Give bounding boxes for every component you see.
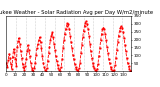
Title: Milwaukee Weather - Solar Radiation Avg per Day W/m2/minute: Milwaukee Weather - Solar Radiation Avg … — [0, 10, 153, 15]
